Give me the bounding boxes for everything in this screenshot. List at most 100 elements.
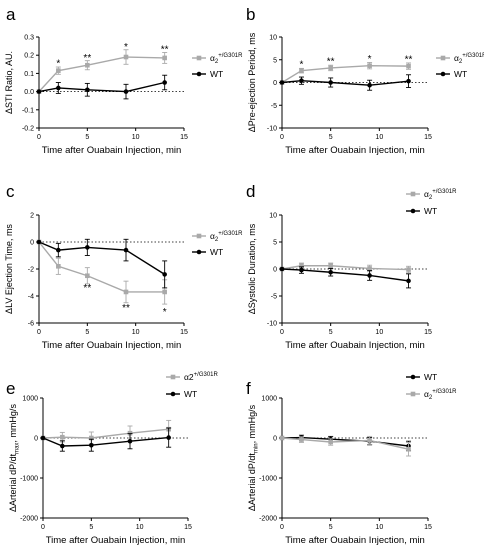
y-tick-label: 0 xyxy=(30,240,34,247)
legend-label: α2+/G301R xyxy=(454,53,484,65)
x-axis-label: Time after Ouabain Injection, min xyxy=(285,340,425,351)
legend-label: WT xyxy=(184,389,197,399)
legend-label: α2+/G301R xyxy=(424,389,457,401)
legend-label: α2+/G301R xyxy=(184,372,219,382)
x-tick-label: 15 xyxy=(180,134,188,141)
series-mutant xyxy=(279,62,412,85)
series-wt xyxy=(36,74,168,100)
legend-item: α2+/G301R xyxy=(166,372,219,382)
significance-marker: ** xyxy=(83,283,91,294)
y-tick-label: 0 xyxy=(273,267,277,274)
x-tick-label: 10 xyxy=(375,134,383,141)
data-point xyxy=(299,267,304,273)
data-point xyxy=(123,247,129,253)
data-point xyxy=(85,62,90,68)
y-tick-label: 2 xyxy=(30,213,34,220)
x-axis-label: Time after Ouabain Injection, min xyxy=(42,340,182,351)
y-tick-label: 10 xyxy=(269,213,277,220)
legend-label: α2+/G301R xyxy=(424,189,457,201)
x-axis-label: Time after Ouabain Injection, min xyxy=(42,145,182,156)
legend-marker xyxy=(410,374,416,380)
x-tick-label: 10 xyxy=(132,329,140,336)
legend-label: WT xyxy=(424,206,437,216)
data-point xyxy=(56,247,61,253)
data-point xyxy=(279,80,285,85)
x-axis-label: Time after Ouabain Injection, min xyxy=(46,535,186,546)
data-point xyxy=(89,435,94,441)
legend-item: WT xyxy=(192,69,223,79)
data-point xyxy=(406,278,411,284)
data-point xyxy=(56,264,61,269)
y-tick-label: -1000 xyxy=(259,476,277,483)
y-tick-label: -1000 xyxy=(20,476,38,483)
x-tick-label: 15 xyxy=(424,134,432,141)
x-axis-label: Time after Ouabain Injection, min xyxy=(285,145,425,156)
data-point xyxy=(367,63,372,68)
significance-marker: ** xyxy=(122,303,130,314)
panel-d: d -10 -5 0 5 10 0 5 10 15 Time after Ouabain Injec… xyxy=(246,182,457,351)
x-tick-label: 0 xyxy=(280,134,284,141)
data-point xyxy=(123,289,129,295)
data-point xyxy=(367,266,372,271)
y-axis-label: ΔArterial dP/dtmin, mmHg/s xyxy=(247,404,260,511)
y-tick-label: -10 xyxy=(267,321,277,328)
data-point xyxy=(127,438,133,444)
data-point xyxy=(123,54,129,60)
series-mutant xyxy=(279,435,412,457)
y-tick-label: 0.0 xyxy=(24,89,34,96)
y-axis-label: ΔLV Ejection Time, ms xyxy=(4,224,14,314)
data-point xyxy=(279,266,285,272)
y-tick-label: 5 xyxy=(273,240,277,247)
x-tick-label: 0 xyxy=(280,524,284,531)
legend-label: WT xyxy=(210,69,223,79)
data-point xyxy=(60,443,65,449)
legend-label: WT xyxy=(210,247,223,257)
data-point xyxy=(406,63,411,69)
panel-letter: b xyxy=(246,5,255,24)
panel-letter: f xyxy=(246,379,251,398)
legend-marker xyxy=(440,71,446,77)
data-point xyxy=(367,438,372,443)
x-tick-label: 10 xyxy=(136,524,144,531)
legend-marker xyxy=(410,391,416,397)
x-tick-label: 5 xyxy=(329,524,333,531)
panel-b: b -10 -5 0 5 10 0 5 10 15 Time after Ouabain Injec… xyxy=(246,5,484,156)
legend-marker xyxy=(440,55,446,61)
x-axis-label: Time after Ouabain Injection, min xyxy=(285,535,425,546)
y-tick-label: -10 xyxy=(267,126,277,133)
legend-item: WT xyxy=(436,69,467,79)
data-point xyxy=(328,263,333,269)
data-point xyxy=(123,89,129,94)
x-tick-label: 5 xyxy=(329,329,333,336)
legend-item: α2+/G301R xyxy=(406,189,457,201)
x-tick-label: 15 xyxy=(424,329,432,336)
y-tick-label: 5 xyxy=(273,57,277,64)
x-tick-label: 0 xyxy=(37,134,41,141)
y-tick-label: -2 xyxy=(28,267,34,274)
series-wt xyxy=(36,238,168,289)
y-tick-label: -5 xyxy=(271,294,277,301)
data-point xyxy=(60,434,65,440)
legend-label: WT xyxy=(424,372,437,382)
legend-item: WT xyxy=(406,206,437,216)
y-tick-label: -4 xyxy=(28,294,34,301)
legend-marker xyxy=(196,233,202,239)
y-tick-label: 0.1 xyxy=(24,71,34,78)
significance-marker: ** xyxy=(327,57,335,68)
legend-marker xyxy=(170,391,176,397)
legend-item: WT xyxy=(166,389,197,399)
data-point xyxy=(40,435,46,441)
y-tick-label: 0.2 xyxy=(24,53,34,60)
significance-marker: * xyxy=(300,59,304,70)
x-tick-label: 5 xyxy=(85,329,89,336)
panel-a: a -0.2 -0.1 0.0 0.1 0.2 0.3 0 5 10 15 Time after Ou… xyxy=(4,5,243,156)
data-point xyxy=(328,269,333,275)
data-point xyxy=(299,437,304,442)
x-tick-label: 15 xyxy=(424,524,432,531)
y-tick-label: 10 xyxy=(269,35,277,42)
data-point xyxy=(328,80,333,85)
x-tick-label: 15 xyxy=(184,524,192,531)
y-axis-label: ΔSTI Ratio, AU. xyxy=(4,51,14,114)
panel-letter: c xyxy=(6,182,15,201)
data-point xyxy=(56,68,61,73)
